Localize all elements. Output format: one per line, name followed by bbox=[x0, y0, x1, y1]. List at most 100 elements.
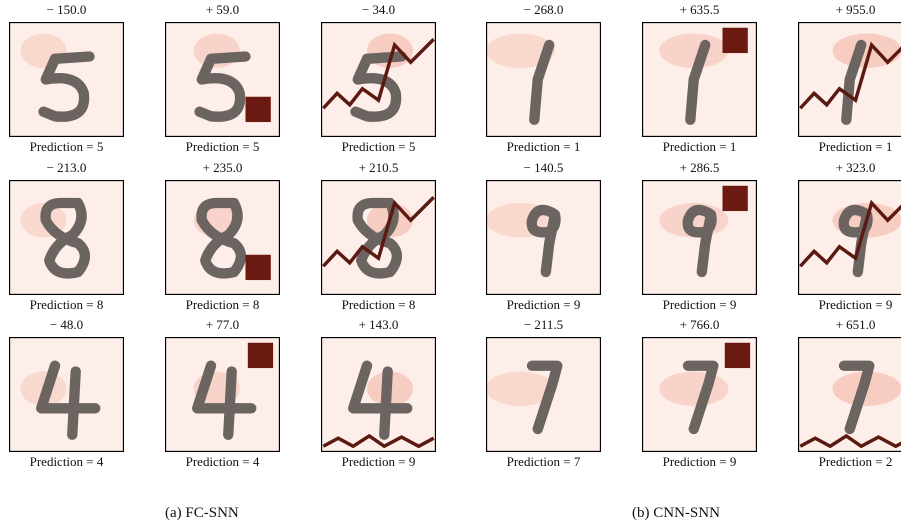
digit-stroke bbox=[38, 51, 95, 122]
score-label: + 59.0 bbox=[205, 2, 240, 17]
prediction-label: Prediction = 9 bbox=[662, 454, 737, 469]
heatmap-image bbox=[798, 180, 901, 295]
prediction-label: Prediction = 9 bbox=[818, 297, 893, 312]
attribution-blob bbox=[659, 371, 729, 406]
patch bbox=[245, 96, 271, 123]
heatmap-image bbox=[798, 337, 901, 452]
heatmap-image bbox=[9, 337, 124, 452]
prediction-label: Prediction = 9 bbox=[341, 454, 416, 469]
panel-caption: (b) CNN-SNN bbox=[632, 505, 720, 521]
digit-stroke bbox=[350, 51, 407, 122]
frame bbox=[9, 337, 124, 452]
frame bbox=[642, 180, 757, 295]
digit-stroke bbox=[685, 39, 711, 125]
heatmap-image bbox=[642, 180, 757, 295]
heatmap-image bbox=[321, 337, 436, 452]
heatmap-image bbox=[798, 22, 901, 137]
heatmap-image bbox=[486, 180, 601, 295]
frame bbox=[321, 180, 436, 295]
digit-stroke bbox=[682, 360, 719, 435]
digit-stroke bbox=[348, 360, 413, 440]
attribution-blob bbox=[486, 33, 555, 68]
heatmap-image bbox=[642, 22, 757, 137]
frame bbox=[165, 22, 280, 137]
score-label: − 150.0 bbox=[46, 2, 87, 17]
patch bbox=[722, 27, 748, 54]
score-label: − 211.5 bbox=[523, 317, 564, 332]
digit-stroke bbox=[682, 204, 717, 278]
digit-stroke bbox=[526, 360, 563, 435]
attribution-blob bbox=[486, 371, 555, 406]
score-label: − 48.0 bbox=[49, 317, 84, 332]
frame bbox=[9, 22, 124, 137]
frame bbox=[642, 22, 757, 137]
attribution-blob bbox=[659, 33, 729, 68]
heatmap-image bbox=[9, 180, 124, 295]
score-label: − 268.0 bbox=[523, 2, 564, 17]
heatmap-image bbox=[642, 337, 757, 452]
heatmap-image bbox=[321, 180, 436, 295]
score-label: + 766.0 bbox=[679, 317, 720, 332]
prediction-label: Prediction = 8 bbox=[341, 297, 416, 312]
patch bbox=[247, 342, 274, 369]
zigzag bbox=[799, 433, 901, 449]
heatmap-image bbox=[165, 180, 280, 295]
digit-stroke bbox=[838, 360, 875, 435]
frame bbox=[486, 22, 601, 137]
heatmap-image bbox=[165, 22, 280, 137]
score-label: − 213.0 bbox=[46, 160, 87, 175]
prediction-label: Prediction = 7 bbox=[506, 454, 581, 469]
zigzag bbox=[799, 41, 901, 110]
score-label: + 955.0 bbox=[835, 2, 876, 17]
zigzag bbox=[322, 433, 435, 449]
prediction-label: Prediction = 5 bbox=[29, 139, 104, 154]
zigzag bbox=[799, 199, 901, 268]
prediction-label: Prediction = 9 bbox=[662, 297, 737, 312]
score-label: + 235.0 bbox=[202, 160, 243, 175]
score-label: − 140.5 bbox=[523, 160, 564, 175]
heatmap-image bbox=[9, 22, 124, 137]
prediction-label: Prediction = 2 bbox=[818, 454, 893, 469]
prediction-label: Prediction = 1 bbox=[662, 139, 737, 154]
heatmap-image bbox=[321, 22, 436, 137]
heatmap-image bbox=[165, 337, 280, 452]
score-label: + 651.0 bbox=[835, 317, 876, 332]
score-label: + 286.5 bbox=[679, 160, 720, 175]
score-label: − 34.0 bbox=[361, 2, 396, 17]
digit-stroke bbox=[526, 204, 561, 278]
frame bbox=[165, 337, 280, 452]
score-label: + 323.0 bbox=[835, 160, 876, 175]
score-label: + 635.5 bbox=[679, 2, 720, 17]
prediction-label: Prediction = 5 bbox=[185, 139, 260, 154]
score-label: + 77.0 bbox=[205, 317, 240, 332]
prediction-label: Prediction = 9 bbox=[506, 297, 581, 312]
frame bbox=[642, 337, 757, 452]
score-label: + 210.5 bbox=[358, 160, 399, 175]
digit-stroke bbox=[36, 360, 101, 440]
digit-stroke bbox=[40, 197, 91, 279]
frame bbox=[486, 180, 601, 295]
prediction-label: Prediction = 5 bbox=[341, 139, 416, 154]
frame bbox=[798, 22, 901, 137]
panel-caption: (a) FC-SNN bbox=[165, 505, 239, 521]
prediction-label: Prediction = 4 bbox=[29, 454, 104, 469]
zigzag bbox=[322, 38, 435, 110]
zigzag bbox=[322, 196, 435, 268]
frame bbox=[321, 337, 436, 452]
digit-stroke bbox=[196, 197, 247, 279]
digit-stroke bbox=[529, 39, 555, 125]
frame bbox=[9, 180, 124, 295]
frame bbox=[486, 337, 601, 452]
patch bbox=[724, 342, 751, 369]
digit-stroke bbox=[194, 51, 251, 122]
heatmap-image bbox=[486, 337, 601, 452]
frame bbox=[798, 337, 901, 452]
heatmap-image bbox=[486, 22, 601, 137]
background bbox=[798, 180, 901, 295]
patch bbox=[722, 185, 748, 212]
score-label: + 143.0 bbox=[358, 317, 399, 332]
frame bbox=[798, 180, 901, 295]
digit-stroke bbox=[192, 360, 257, 440]
prediction-label: Prediction = 8 bbox=[185, 297, 260, 312]
